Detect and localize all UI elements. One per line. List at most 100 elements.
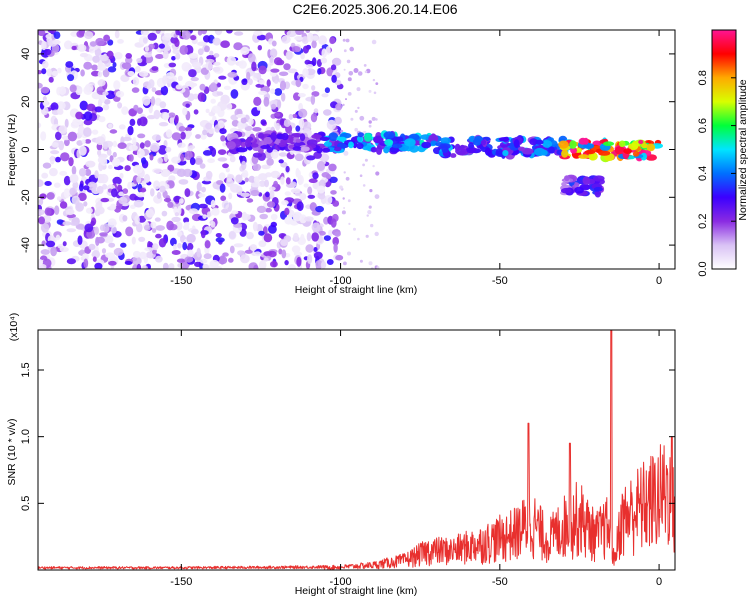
spectrogram-noise-cell [77,235,83,245]
spectrogram-noise-cell [95,236,100,246]
spectrogram-noise-cell [205,170,213,180]
spectrogram-noise-cell [163,33,172,38]
spectrogram-noise-cell [199,83,206,91]
spectrogram-noise-cell [198,193,206,198]
spectrogram-noise-cell [323,109,332,116]
spectrogram-noise-cell [348,71,354,76]
spectrogram-noise-cell [59,86,67,96]
spectrogram-noise-cell [42,99,49,107]
spectrogram-noise-cell [291,245,301,254]
spectrogram-noise-cell [38,216,45,225]
spectrogram-noise-cell [339,185,343,190]
spectrogram-noise-cell [368,120,372,124]
spectrogram-noise-cell [264,179,269,188]
spectrogram-noise-cell [181,62,191,72]
spectrogram-noise-cell [78,168,87,177]
spectrogram-noise-cell [117,184,123,192]
spectrogram-noise-cell [151,228,157,233]
spectrogram-noise-cell [118,196,128,205]
spectrogram-noise-cell [102,223,110,233]
spectrogram-noise-cell [144,140,151,148]
spectrogram-signal-cell [574,186,584,194]
spectrogram-noise-cell [84,223,94,233]
spectrogram-noise-cell [148,79,155,89]
spectrogram-signal-cell [421,141,432,149]
spectrogram-noise-cell [188,208,199,215]
spectrogram-noise-cell [118,124,126,130]
spectrogram-noise-cell [44,48,52,56]
spectrogram-noise-cell [216,91,224,96]
spectrogram-noise-cell [329,37,336,45]
spectrogram-noise-cell [315,30,320,33]
spectrogram-noise-cell [57,108,64,115]
spectrogram-noise-cell [125,53,132,59]
spectrogram-noise-cell [240,117,247,124]
spectrogram-noise-cell [345,98,347,101]
spectrogram-noise-cell [135,65,141,73]
spectrogram-noise-cell [295,30,304,35]
spectrogram-noise-cell [253,72,259,78]
spectrogram-noise-cell [114,52,123,60]
spectrogram-noise-cell [191,61,202,69]
spectrogram-noise-cell [241,160,247,171]
spectrogram-noise-cell [271,40,277,47]
spectrogram-noise-cell [368,124,372,128]
spectrogram-noise-cell [184,188,191,198]
spectrogram-noise-cell [328,163,337,172]
spectrogram-noise-cell [196,181,202,192]
spectrogram-noise-cell [90,220,95,227]
spectrogram-noise-cell [155,30,161,34]
spectrogram-noise-cell [59,170,68,176]
spectrogram-noise-cell [311,57,317,67]
spectrogram-noise-cell [253,30,263,36]
spectrogram-signal-cell [334,146,342,152]
spectrogram-signal-cell [466,148,476,154]
spectrogram-noise-cell [113,80,121,90]
spectrogram-signal-cell [395,136,404,142]
spectrogram-noise-cell [309,202,317,212]
x-tick-label: 0 [656,275,662,287]
y-tick-label: 0 [20,146,32,152]
spectrogram-noise-cell [269,56,274,66]
spectrogram-noise-cell [71,45,77,51]
spectrogram-noise-cell [302,45,309,54]
spectrogram-noise-cell [225,102,233,111]
spectrogram-noise-cell [76,140,83,146]
spectrogram-noise-cell [191,229,199,235]
spectrogram-signal-cell [542,140,553,148]
spectrogram-noise-cell [122,188,129,195]
spectrogram-noise-cell [207,158,216,164]
spectrogram-signal-cell [518,146,526,152]
snr-background [38,330,675,570]
spectrogram-noise-cell [257,151,267,161]
spectrogram-noise-cell [183,217,190,224]
spectrogram-noise-cell [256,34,267,41]
spectrogram-noise-cell [197,41,207,47]
spectrogram-noise-cell [311,85,316,91]
y-tick-label: 0.5 [20,496,32,511]
spectrogram-noise-cell [102,184,108,190]
spectrogram-noise-cell [153,180,161,190]
spectrogram-noise-cell [227,71,238,78]
spectrogram-noise-cell [324,195,333,205]
spectrogram-noise-cell [246,198,254,203]
spectrogram-noise-cell [152,243,159,251]
spectrogram-noise-cell [221,200,230,210]
spectrogram-noise-cell [294,71,300,82]
spectrogram-noise-cell [83,127,92,137]
spectrogram-noise-cell [206,54,217,61]
spectrogram-noise-cell [147,32,157,41]
spectrogram-noise-cell [284,191,291,196]
spectrogram-noise-cell [136,57,143,64]
spectrogram-noise-cell [64,138,70,147]
spectrogram-noise-cell [48,76,54,83]
spectrogram-noise-cell [107,164,113,170]
spectrogram-noise-cell [285,177,291,185]
colorbar-tick-label: 0.8 [697,70,709,85]
spectrogram-noise-cell [95,206,105,215]
spectrogram-noise-cell [167,164,175,172]
spectrogram-noise-cell [290,188,301,194]
spectrogram-noise-cell [151,87,157,93]
spectrogram-noise-cell [301,36,309,45]
spectrogram-noise-cell [174,38,180,48]
